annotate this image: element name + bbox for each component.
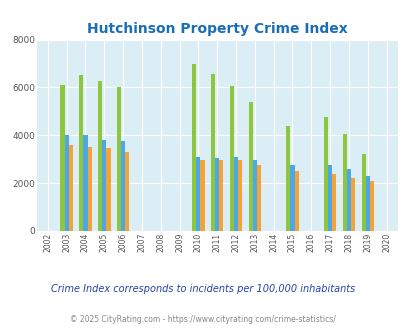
Bar bbox=[121, 141, 125, 231]
Bar bbox=[219, 160, 223, 231]
Bar bbox=[286, 126, 290, 231]
Bar bbox=[196, 157, 200, 231]
Bar bbox=[79, 76, 83, 231]
Bar bbox=[256, 165, 260, 231]
Bar bbox=[215, 158, 219, 231]
Bar bbox=[83, 135, 87, 231]
Bar bbox=[233, 157, 237, 231]
Bar bbox=[211, 74, 215, 231]
Bar bbox=[248, 102, 252, 231]
Bar bbox=[369, 181, 373, 231]
Bar bbox=[68, 145, 72, 231]
Bar bbox=[237, 160, 242, 231]
Bar bbox=[323, 117, 327, 231]
Bar bbox=[252, 160, 256, 231]
Bar bbox=[294, 171, 298, 231]
Bar bbox=[346, 169, 350, 231]
Title: Hutchinson Property Crime Index: Hutchinson Property Crime Index bbox=[87, 22, 347, 36]
Bar bbox=[200, 160, 204, 231]
Text: Crime Index corresponds to incidents per 100,000 inhabitants: Crime Index corresponds to incidents per… bbox=[51, 284, 354, 294]
Bar bbox=[290, 165, 294, 231]
Bar bbox=[64, 135, 68, 231]
Bar bbox=[98, 82, 102, 231]
Bar bbox=[365, 176, 369, 231]
Bar bbox=[192, 63, 196, 231]
Bar bbox=[350, 178, 354, 231]
Bar bbox=[102, 140, 106, 231]
Bar bbox=[229, 86, 233, 231]
Bar bbox=[327, 165, 331, 231]
Bar bbox=[60, 85, 64, 231]
Bar bbox=[331, 174, 335, 231]
Bar bbox=[125, 152, 129, 231]
Bar bbox=[106, 148, 110, 231]
Bar bbox=[117, 87, 121, 231]
Text: © 2025 CityRating.com - https://www.cityrating.com/crime-statistics/: © 2025 CityRating.com - https://www.city… bbox=[70, 315, 335, 324]
Bar bbox=[361, 154, 365, 231]
Bar bbox=[87, 147, 92, 231]
Bar bbox=[342, 134, 346, 231]
